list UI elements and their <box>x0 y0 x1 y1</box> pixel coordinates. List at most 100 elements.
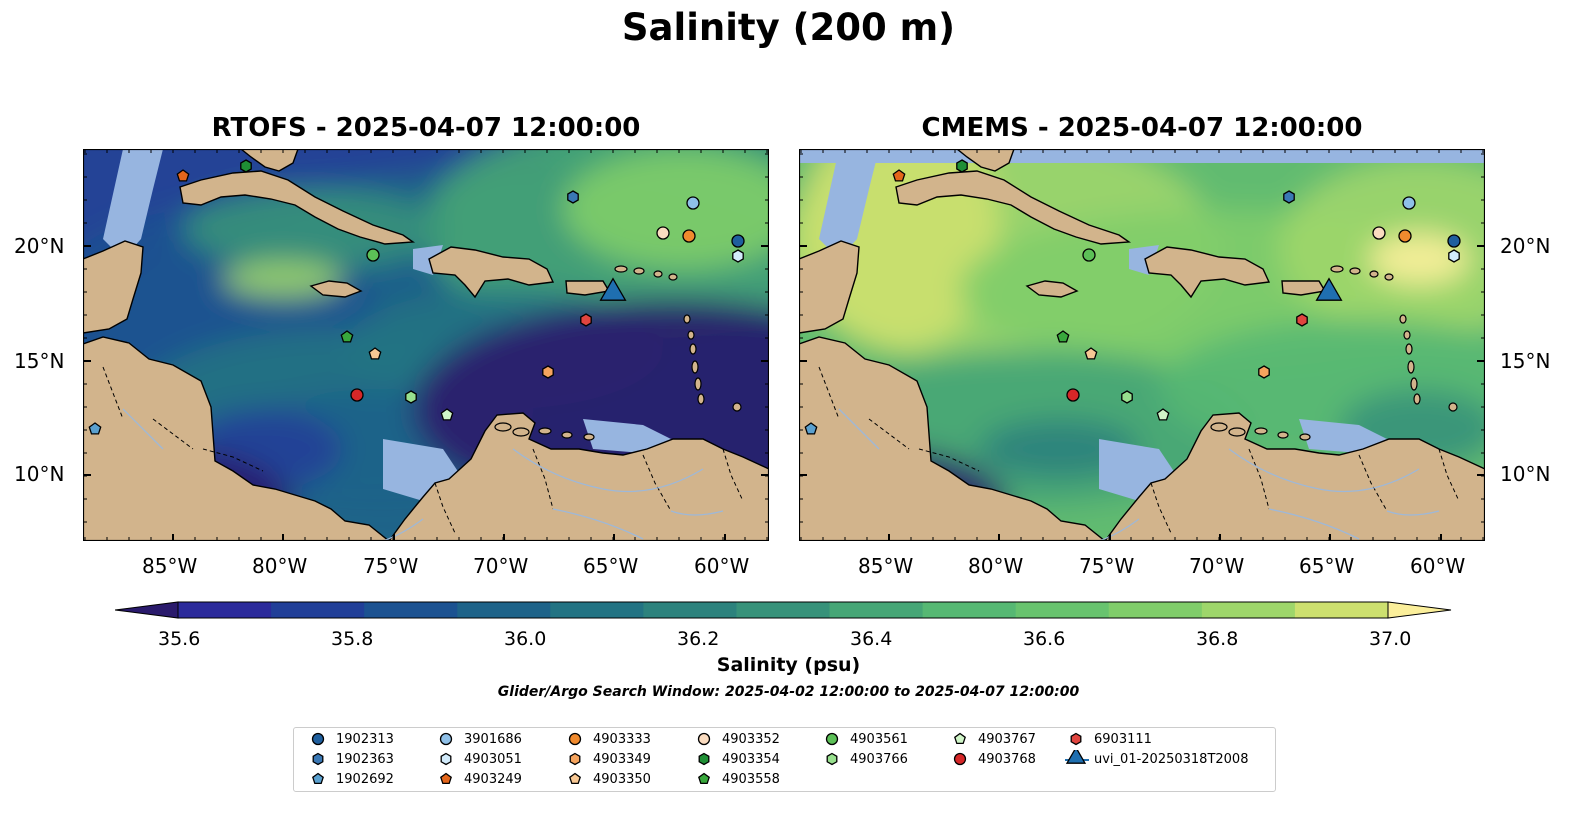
lon-tick-80w: 80°W <box>252 554 308 578</box>
land-jamaica <box>309 280 363 298</box>
land-south-america <box>388 412 769 541</box>
marker-3901686 <box>1402 196 1416 210</box>
marker-4903350 <box>1084 347 1098 360</box>
colorbar-tick: 35.8 <box>331 628 374 650</box>
land-florida <box>955 149 1015 172</box>
legend-marker <box>1065 750 1087 764</box>
marker-4903051 <box>732 249 744 263</box>
lat-tick-15n: 15°N <box>1500 349 1551 373</box>
pentagon-icon <box>954 732 966 745</box>
legend-label: 4903354 <box>722 751 780 767</box>
land-yucatan <box>83 240 144 334</box>
land-cuba <box>179 170 416 245</box>
legend-marker <box>439 732 453 746</box>
legend-marker <box>697 732 711 746</box>
marker-4903349 <box>1258 365 1270 379</box>
colorbar-segment <box>1294 602 1389 618</box>
marker-4903767 <box>440 408 454 421</box>
colorbar-segment <box>1201 602 1296 618</box>
legend-label: 4903558 <box>722 771 780 787</box>
colorbar-segment <box>1108 602 1203 618</box>
marker-4903354 <box>240 159 252 173</box>
legend-item: uvi_01-20250318T2008 <box>1064 750 1248 768</box>
legend-label: 4903766 <box>850 751 908 767</box>
colorbar <box>115 601 1452 619</box>
colorbar-tick: 36.4 <box>850 628 893 650</box>
lon-tick-75w: 75°W <box>363 554 419 578</box>
lat-tick-20n: 20°N <box>1500 234 1551 258</box>
colorbar-segment <box>550 602 644 618</box>
legend-item: 4903354 <box>692 750 780 768</box>
lon-tick-85w: 85°W <box>858 554 914 578</box>
colorbar-segment <box>178 602 272 618</box>
legend-item: 1902692 <box>306 770 394 788</box>
hexagon-icon <box>440 752 452 766</box>
pentagon-icon <box>569 772 581 785</box>
legend-item: 4903558 <box>692 770 780 788</box>
marker-4903561 <box>1082 248 1096 262</box>
legend-item: 4903249 <box>434 770 522 788</box>
land-hispaniola <box>428 246 555 299</box>
legend-marker <box>440 752 452 766</box>
marker-4903249 <box>176 169 190 182</box>
pentagon-icon <box>312 772 324 785</box>
legend-marker <box>311 732 325 746</box>
land-puerto-rico <box>565 280 611 296</box>
marker-1902313 <box>731 234 745 248</box>
colorbar-tick: 35.6 <box>158 628 201 650</box>
colorbar-label: Salinity (psu) <box>716 654 861 676</box>
land-jamaica <box>1025 280 1079 298</box>
colorbar-tick: 36.0 <box>504 628 547 650</box>
colorbar-tick: 36.8 <box>1196 628 1239 650</box>
colorbar-segment <box>643 602 737 618</box>
figure-title: Salinity (200 m) <box>621 6 956 49</box>
marker-4903352 <box>1372 226 1386 240</box>
land-florida <box>239 149 299 172</box>
marker-4903766 <box>405 390 417 404</box>
lon-tick-80w: 80°W <box>968 554 1024 578</box>
lon-tick-70w: 70°W <box>1189 554 1245 578</box>
legend-label: 4903768 <box>978 751 1036 767</box>
lon-tick-70w: 70°W <box>473 554 529 578</box>
marker-4903767 <box>1156 408 1170 421</box>
hexagon-icon <box>698 752 710 766</box>
colorbar-tick: 37.0 <box>1369 628 1412 650</box>
marker-4903766 <box>1121 390 1133 404</box>
legend-label: 1902363 <box>336 751 394 767</box>
legend-item: 4903561 <box>820 730 908 748</box>
legend-label: 4903767 <box>978 731 1036 747</box>
circle-icon <box>697 732 711 746</box>
marker-1902313 <box>1447 234 1461 248</box>
legend-label: 4903249 <box>464 771 522 787</box>
circle-icon <box>825 732 839 746</box>
lon-tick-85w: 85°W <box>142 554 198 578</box>
legend-label: 6903111 <box>1094 731 1152 747</box>
lon-tick-65w: 65°W <box>1299 554 1355 578</box>
land-central-america <box>799 336 1107 541</box>
land-central-america <box>83 336 391 541</box>
circle-icon <box>568 732 582 746</box>
legend-marker <box>569 772 581 785</box>
lat-tick-10n: 10°N <box>1500 462 1551 486</box>
hexagon-icon <box>1070 732 1082 746</box>
colorbar-segment <box>457 602 551 618</box>
marker-uvi_01-20250318T2008 <box>1315 277 1343 301</box>
marker-4903768 <box>1066 388 1080 402</box>
legend-label: 1902692 <box>336 771 394 787</box>
search-window-note: Glider/Argo Search Window: 2025-04-02 12… <box>497 684 1080 700</box>
triangle-icon <box>1065 750 1089 764</box>
map-panel-rtofs <box>83 149 769 541</box>
legend-marker <box>698 752 710 766</box>
marker-1902363 <box>1283 190 1295 204</box>
hexagon-icon <box>569 752 581 766</box>
legend-item: 4903767 <box>948 730 1036 748</box>
marker-4903333 <box>682 229 696 243</box>
lon-tick-60w: 60°W <box>1410 554 1466 578</box>
colorbar-tick: 36.2 <box>677 628 720 650</box>
hexagon-icon <box>826 752 838 766</box>
colorbar-segment <box>364 602 458 618</box>
legend-label: 3901686 <box>464 731 522 747</box>
legend: 1902313 1902363 1902692 3901686 4903051 49032… <box>293 727 1276 792</box>
legend-label: 4903333 <box>593 731 651 747</box>
legend-item: 1902313 <box>306 730 394 748</box>
